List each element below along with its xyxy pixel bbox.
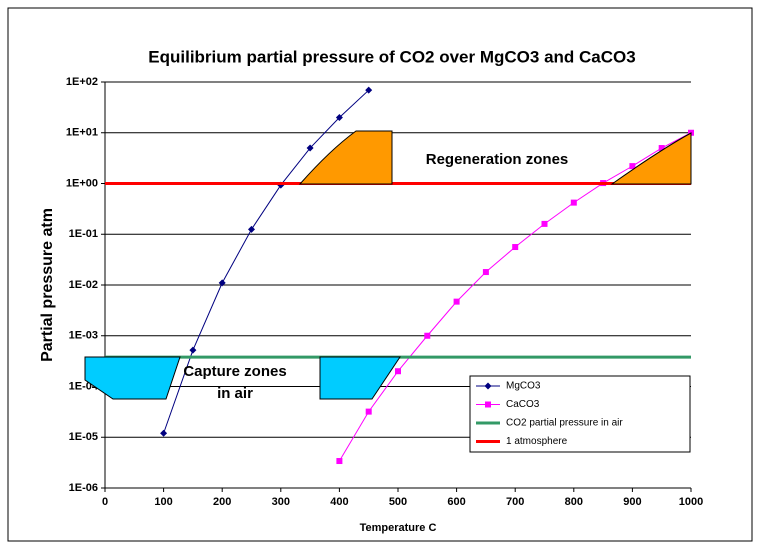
- marker: [306, 144, 314, 152]
- y-tick-label: 1E-06: [69, 482, 98, 494]
- marker: [512, 244, 519, 251]
- chart-frame: [7, 7, 753, 542]
- marker: [365, 86, 373, 94]
- x-tick-label: 700: [506, 496, 524, 508]
- legend: MgCO3 CaCO3 CO2 partial pressure in air 1 a…: [469, 375, 691, 453]
- marker: [336, 458, 343, 465]
- zones: [84, 130, 692, 400]
- legend-label: 1 atmosphere: [506, 436, 568, 447]
- y-tick-label: 1E+01: [66, 127, 98, 139]
- legend-label: CO2 partial pressure in air: [506, 418, 623, 429]
- x-tick-label: 100: [154, 496, 172, 508]
- legend-label: MgCO3: [506, 381, 541, 392]
- x-tick-label: 400: [330, 496, 348, 508]
- legend-box: [469, 375, 691, 453]
- x-tick-label: 800: [565, 496, 583, 508]
- y-tick-label: 1E-01: [69, 228, 98, 240]
- legend-label: CaCO3: [506, 399, 540, 410]
- marker: [570, 199, 577, 206]
- marker: [248, 225, 255, 233]
- regeneration-zone: [298, 130, 393, 185]
- marker: [541, 220, 548, 227]
- x-tick-label: 0: [102, 496, 108, 508]
- annotation: Regeneration zones: [426, 151, 569, 168]
- marker: [485, 401, 491, 408]
- marker: [482, 269, 489, 276]
- marker: [218, 279, 226, 287]
- marker: [189, 346, 197, 354]
- capture-zone: [319, 356, 401, 400]
- marker: [484, 382, 492, 390]
- x-tick-label: 600: [447, 496, 465, 508]
- marker: [335, 113, 343, 121]
- x-tick-label: 300: [272, 496, 290, 508]
- marker: [629, 163, 636, 170]
- x-axis-label: Temperature C: [360, 522, 437, 534]
- marker: [365, 408, 372, 415]
- y-tick-label: 1E-02: [69, 279, 98, 291]
- x-tick-label: 200: [213, 496, 231, 508]
- x-tick-label: 500: [389, 496, 407, 508]
- x-tick-label: 1000: [679, 496, 703, 508]
- y-tick-label: 1E-03: [69, 330, 98, 342]
- y-tick-label: 1E+00: [66, 177, 98, 189]
- regeneration-zone: [610, 132, 692, 185]
- marker: [453, 298, 460, 305]
- annotation: in air: [217, 385, 253, 402]
- chart-title: Equilibrium partial pressure of CO2 over…: [148, 47, 635, 66]
- marker: [160, 429, 168, 437]
- y-tick-label: 1E+02: [66, 76, 98, 88]
- annotation: Capture zones: [183, 363, 286, 380]
- marker: [395, 368, 401, 375]
- capture-zone: [84, 356, 181, 400]
- y-axis-label: Partial pressure atm: [39, 208, 56, 362]
- series-line: [163, 89, 370, 434]
- marker: [658, 145, 665, 152]
- marker: [424, 332, 431, 339]
- y-tick-label: 1E-05: [69, 431, 98, 443]
- x-tick-label: 900: [623, 496, 641, 508]
